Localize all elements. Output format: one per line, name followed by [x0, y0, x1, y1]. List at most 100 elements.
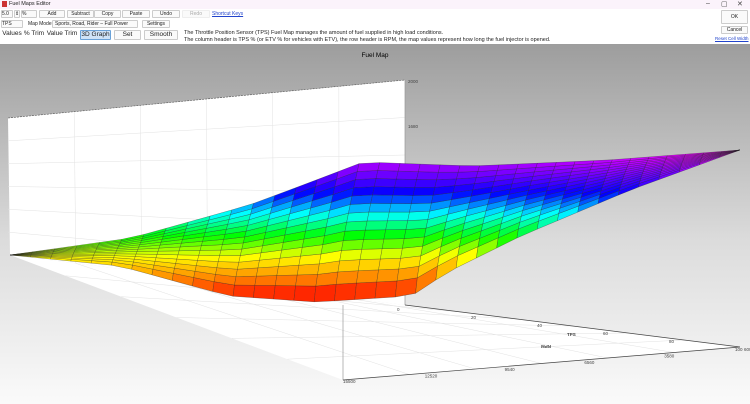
tab-pct-trim[interactable]: % Trim: [23, 30, 45, 37]
title-bar: Fuel Maps Editor – ▢ ✕: [0, 0, 750, 9]
map-mode-select[interactable]: Sports, Road, Rider – Full Power: [52, 20, 138, 28]
surface-cell: [276, 265, 300, 276]
tab-values[interactable]: Values: [2, 30, 22, 37]
surface-cell: [394, 178, 417, 188]
settings-button[interactable]: Settings: [142, 20, 170, 28]
cancel-button[interactable]: Cancel: [721, 26, 748, 34]
surface-cell: [374, 178, 397, 188]
surface-cell: [390, 195, 414, 204]
add-button[interactable]: Add: [39, 10, 65, 18]
surface-cell: [405, 219, 429, 230]
tps-axis-line: [404, 304, 741, 348]
surface-cell: [411, 195, 434, 204]
restore-button[interactable]: ▢: [721, 1, 728, 8]
surface-cell: [385, 220, 408, 230]
close-button[interactable]: ✕: [737, 1, 743, 8]
rpm-tick-label: 12520: [425, 373, 438, 378]
surface-cell: [436, 172, 459, 180]
paste-button[interactable]: Paste: [122, 10, 150, 18]
surface-cell: [398, 163, 421, 172]
z-tick-label: 1680: [408, 124, 419, 129]
surface-cell: [458, 165, 480, 173]
surface-cell: [344, 220, 368, 232]
surface-cell: [377, 162, 401, 172]
surface-cell: [387, 211, 410, 221]
surface-cell: [232, 284, 256, 298]
tps-tick-label: 0: [397, 307, 400, 312]
surface-cell: [341, 239, 364, 251]
surface-cell: [381, 238, 405, 249]
window-title: Fuel Maps Editor: [9, 1, 51, 7]
surface-cell: [198, 249, 222, 256]
minimize-button[interactable]: –: [706, 0, 710, 7]
fuel-map-3d-graph[interactable]: Fuel Map 0 20 40 60 80 100 15500 12520 9540 6560 3…: [0, 44, 750, 404]
z-tick-label: 2000: [408, 79, 419, 84]
surface-cell: [135, 251, 159, 255]
surface-cell: [375, 170, 399, 180]
step-spinner[interactable]: ⇕: [14, 10, 20, 18]
surface-cell: [412, 187, 436, 196]
surface-cell: [275, 274, 298, 286]
tps-tick-label: 100: [735, 347, 743, 352]
surface-cell: [351, 186, 375, 197]
step-input[interactable]: 5.0: [1, 10, 13, 18]
tab-value-trim[interactable]: Value Trim: [46, 30, 78, 37]
smooth-button[interactable]: Smooth: [144, 30, 178, 40]
copy-button[interactable]: Copy: [94, 10, 121, 18]
rpm-tick-label: 15500: [343, 379, 356, 384]
surface-cell: [456, 171, 479, 179]
surface-cell: [297, 263, 320, 276]
surface-cell: [368, 203, 392, 213]
surface-cell: [216, 261, 240, 270]
tps-tick-label: 20: [471, 315, 477, 320]
redo-button[interactable]: Redo: [182, 10, 210, 18]
surface-cell: [389, 203, 412, 213]
surface-cell: [314, 284, 337, 302]
surface-cell: [254, 275, 277, 286]
tps-tick-label: 60: [603, 331, 609, 336]
unit-select[interactable]: %: [21, 10, 37, 18]
surface-cell: [372, 186, 395, 196]
surface-cell: [218, 255, 241, 263]
tps-axis-title: TPS: [567, 332, 576, 337]
rpm-axis-line: [342, 346, 741, 381]
surface-cell: [374, 280, 398, 299]
surface-cell: [361, 238, 385, 250]
rpm-tick-label: 3580: [664, 354, 675, 359]
set-button[interactable]: Set: [114, 30, 141, 40]
surface-cell: [355, 170, 379, 180]
description-line-1: The Throttle Position Sensor (TPS) Fuel …: [184, 30, 444, 36]
chart-title: Fuel Map: [361, 52, 388, 59]
surface-cell: [392, 186, 416, 196]
surface-cell: [339, 249, 362, 261]
rpm-tick-label: 6560: [584, 360, 595, 365]
surface-cell: [357, 162, 380, 172]
surface-cell: [376, 268, 399, 283]
surface-cell: [404, 227, 427, 239]
floor-grid-line: [339, 296, 674, 353]
surface-cell: [356, 269, 379, 284]
undo-button[interactable]: Undo: [152, 10, 180, 18]
reset-cell-width-link[interactable]: Reset Cell Width: [715, 36, 749, 41]
back-top-edge: [7, 79, 406, 119]
tps-tick-label: 80: [669, 339, 675, 344]
surface-cell: [396, 170, 419, 180]
subtract-button[interactable]: Subtract: [67, 10, 94, 18]
surface-cell: [334, 282, 357, 302]
surface-cell: [358, 258, 381, 271]
surface-cell: [383, 229, 407, 240]
shortcut-keys-link[interactable]: Shortcut Keys: [212, 11, 244, 17]
surface-cell: [363, 229, 386, 240]
surface-cell: [273, 285, 296, 301]
ok-button[interactable]: OK: [721, 10, 748, 24]
surface-cell: [721, 149, 741, 152]
surface-cell: [336, 270, 359, 285]
map-select[interactable]: TPS: [1, 20, 23, 28]
surface-cell: [416, 171, 439, 180]
surface-cell: [295, 274, 318, 287]
surface-cell: [378, 258, 401, 270]
rpm-tick-label: 9540: [505, 367, 516, 372]
fuel-map-surface: [9, 149, 741, 302]
tab-3d-graph[interactable]: 3D Graph: [80, 30, 111, 40]
surface-cell: [418, 163, 441, 173]
